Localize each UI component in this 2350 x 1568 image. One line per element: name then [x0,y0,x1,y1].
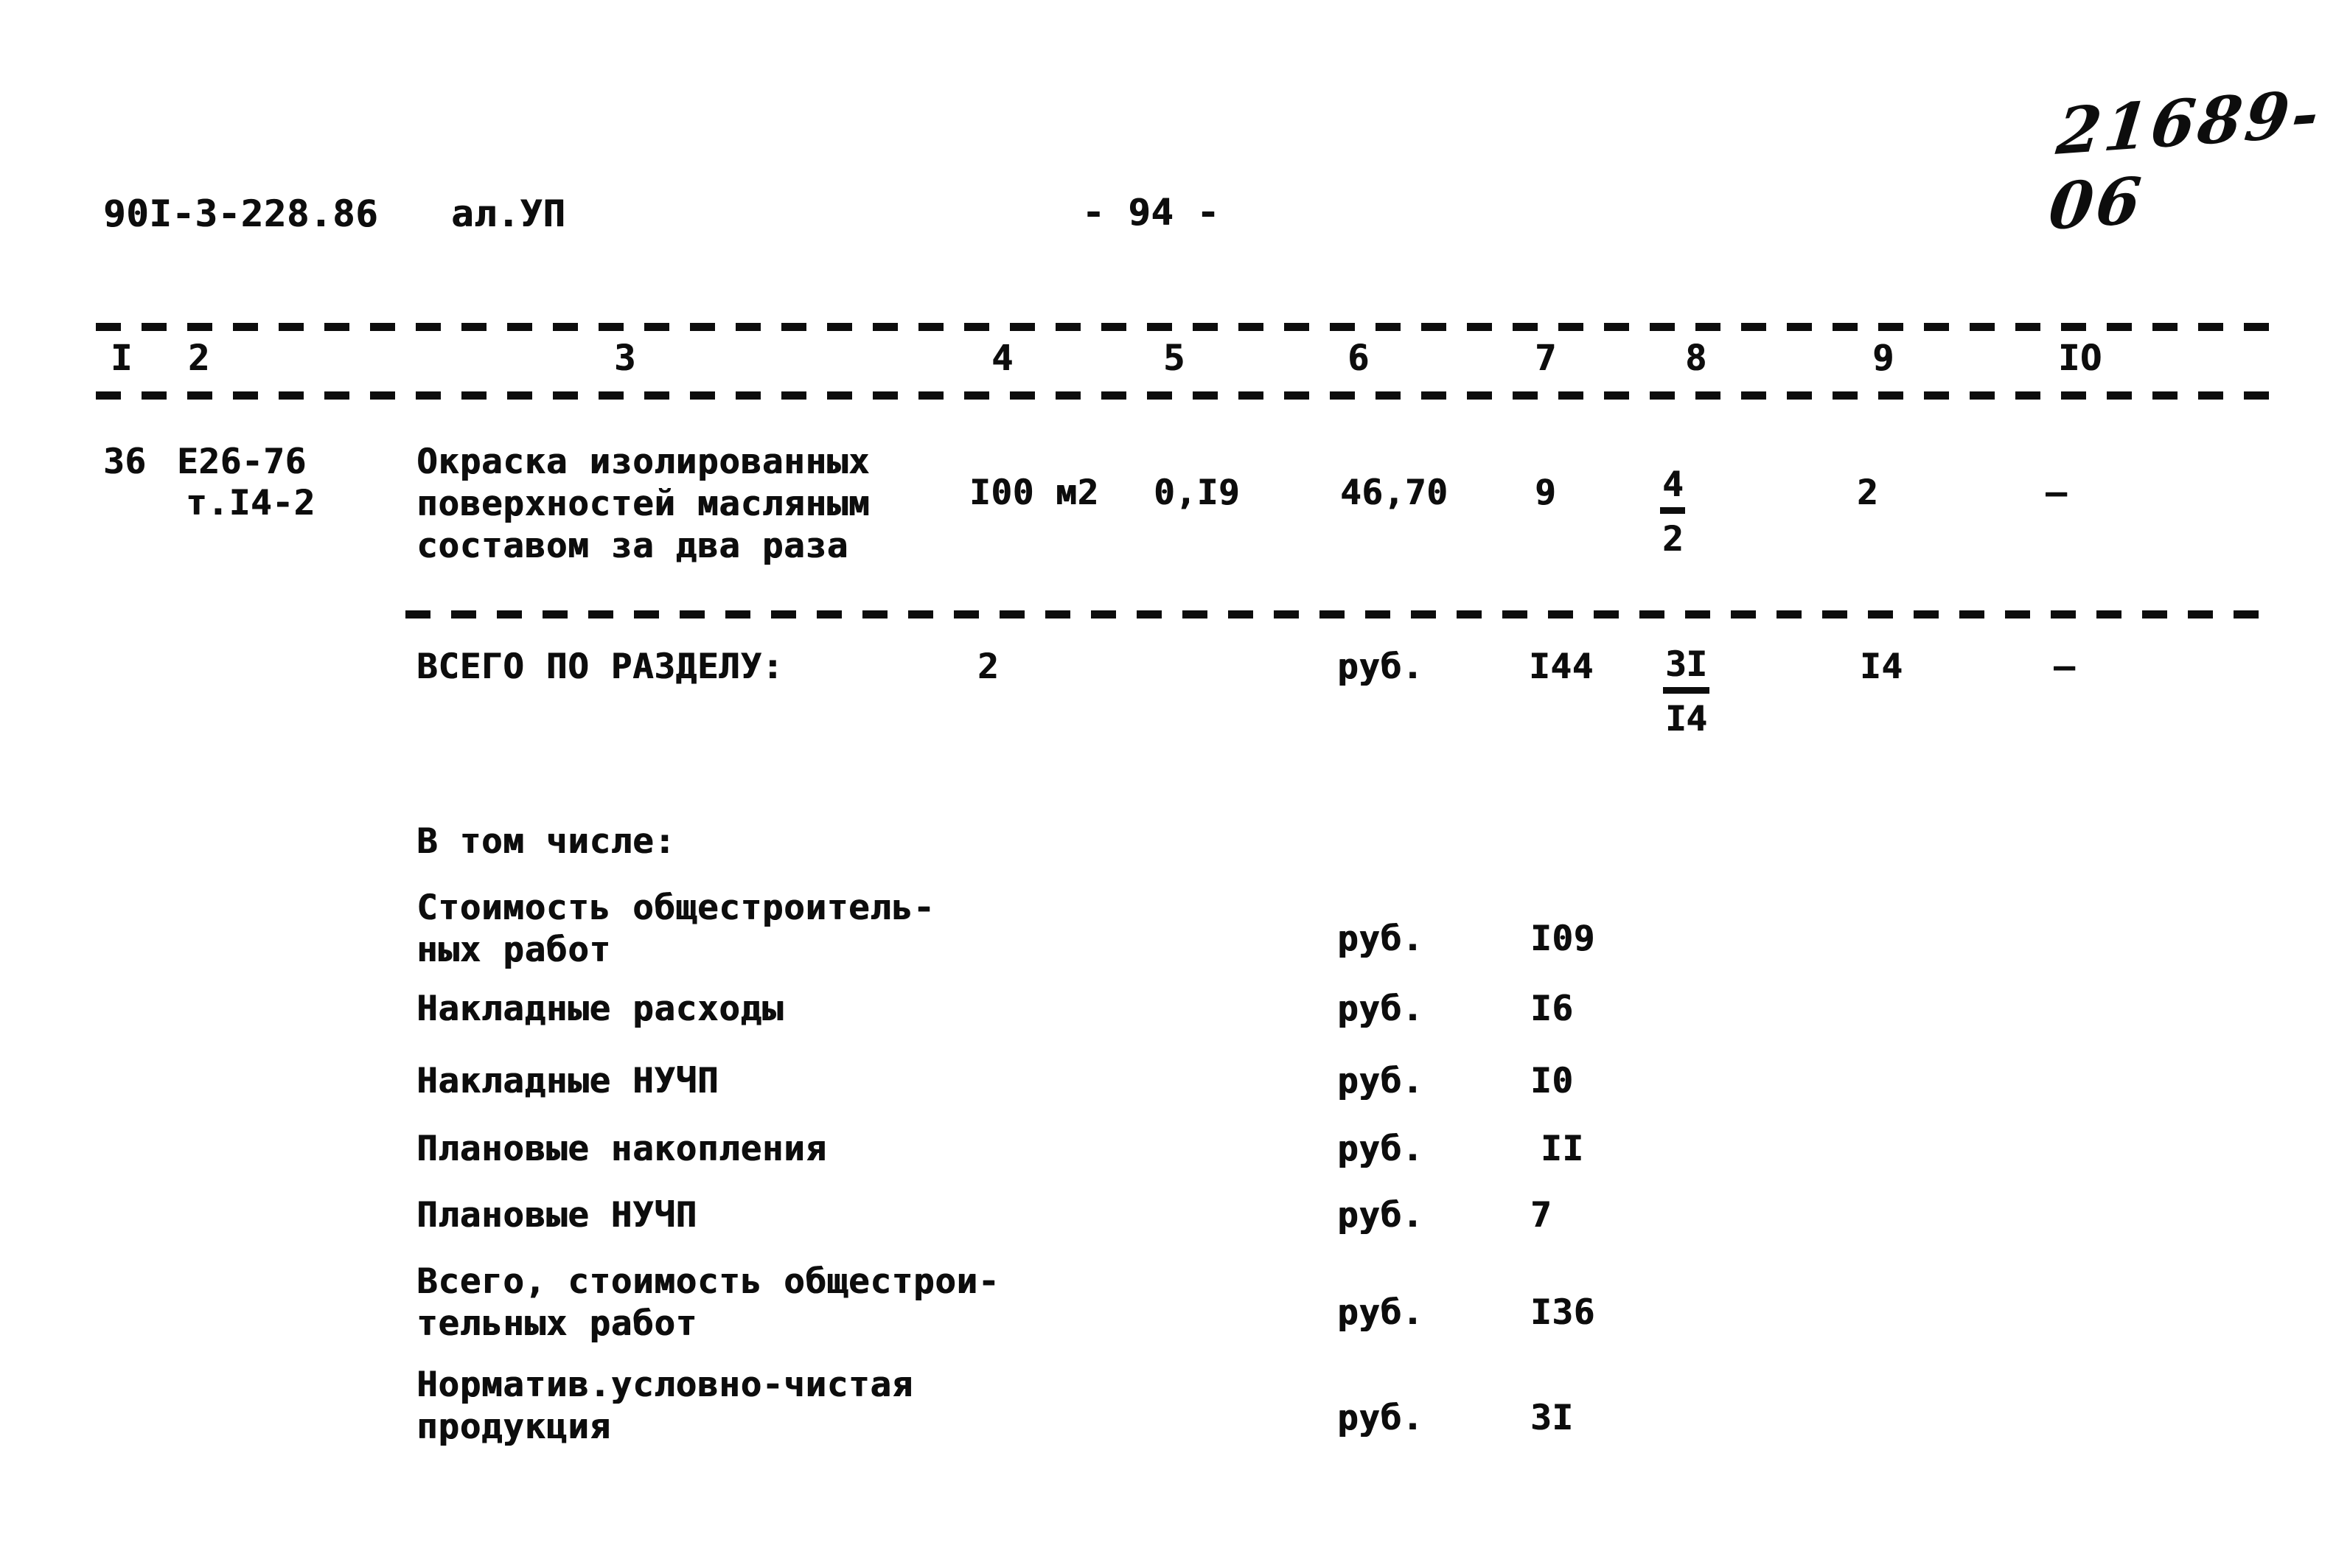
col-header-5: 5 [1163,338,1185,379]
row-col9-value: 2 [1857,473,1879,513]
col-header-6: 6 [1347,338,1370,379]
total-col8-fraction: 3I I4 [1663,646,1709,739]
total-col7-value: I44 [1529,647,1594,687]
breakdown-heading: В том числе: [416,821,676,862]
table-rule-below-header [96,391,2270,400]
row-col7-value: 9 [1535,473,1557,513]
breakdown-item-unit: руб. [1337,919,1424,959]
col-header-1: I [111,338,133,379]
breakdown-item-label: Всего, стоимость общестрои- тельных рабо… [416,1261,1000,1344]
breakdown-item-label: Плановые НУЧП [416,1195,697,1236]
col-header-9: 9 [1872,338,1894,379]
col-header-10: IO [2058,338,2102,379]
breakdown-item-value: II [1541,1129,1584,1169]
breakdown-item-unit: руб. [1337,1292,1424,1333]
breakdown-item-unit: руб. [1337,1061,1424,1101]
total-col8-denominator: I4 [1665,699,1707,739]
col-header-7: 7 [1535,338,1557,379]
row-description: Окраска изолированных поверхностей масля… [416,442,871,566]
row-col8-denominator: 2 [1662,519,1684,560]
breakdown-item-value: I0 [1530,1061,1574,1101]
col-header-4: 4 [991,338,1014,379]
doc-number: 90I-3-228.86 [103,192,379,235]
row-col6-value: 46,70 [1340,473,1448,513]
breakdown-item-value: I6 [1530,989,1574,1029]
total-col4-value: 2 [977,647,1000,687]
breakdown-item-label: Накладные расходы [416,989,784,1029]
breakdown-item-value: I36 [1530,1292,1595,1333]
table-rule-above-total [405,610,2270,619]
total-unit: руб. [1337,647,1424,687]
row-col8-fraction: 4 2 [1660,466,1686,560]
col-header-8: 8 [1685,338,1707,379]
row-col5-value: 0,I9 [1154,473,1241,513]
row-code-line1: Е26-76 [177,442,307,482]
total-label: ВСЕГО ПО РАЗДЕЛУ: [416,647,784,687]
handwritten-inventory-number: 21689-06 [2045,76,2326,245]
table-rule-top [96,323,2270,331]
breakdown-item-unit: руб. [1337,1398,1424,1438]
breakdown-item-label: Накладные НУЧП [416,1061,719,1101]
row-code-line2: т.I4-2 [186,483,315,523]
breakdown-item-label: Плановые накопления [416,1129,827,1169]
col-header-2: 2 [188,338,210,379]
page-number: - 94 - [1082,191,1220,234]
breakdown-item-unit: руб. [1337,989,1424,1029]
row-col10-value: – [2046,473,2068,513]
breakdown-item-value: 3I [1530,1398,1574,1438]
total-col10-value: – [2054,647,2076,687]
row-unit: I00 м2 [969,473,1099,513]
album-label: ал.УП [451,192,566,235]
col-header-3: 3 [614,338,636,379]
row-number: 36 [103,442,147,482]
total-col9-value: I4 [1860,647,1903,687]
row-col8-numerator: 4 [1660,466,1686,514]
breakdown-item-value: 7 [1530,1195,1552,1236]
breakdown-item-label: Стоимость общестроитель- ных работ [416,888,935,970]
breakdown-item-label: Норматив.условно-чистая продукция [416,1365,913,1447]
total-col8-numerator: 3I [1663,646,1709,694]
breakdown-item-value: I09 [1530,919,1595,959]
breakdown-item-unit: руб. [1337,1129,1424,1169]
breakdown-item-unit: руб. [1337,1195,1424,1236]
